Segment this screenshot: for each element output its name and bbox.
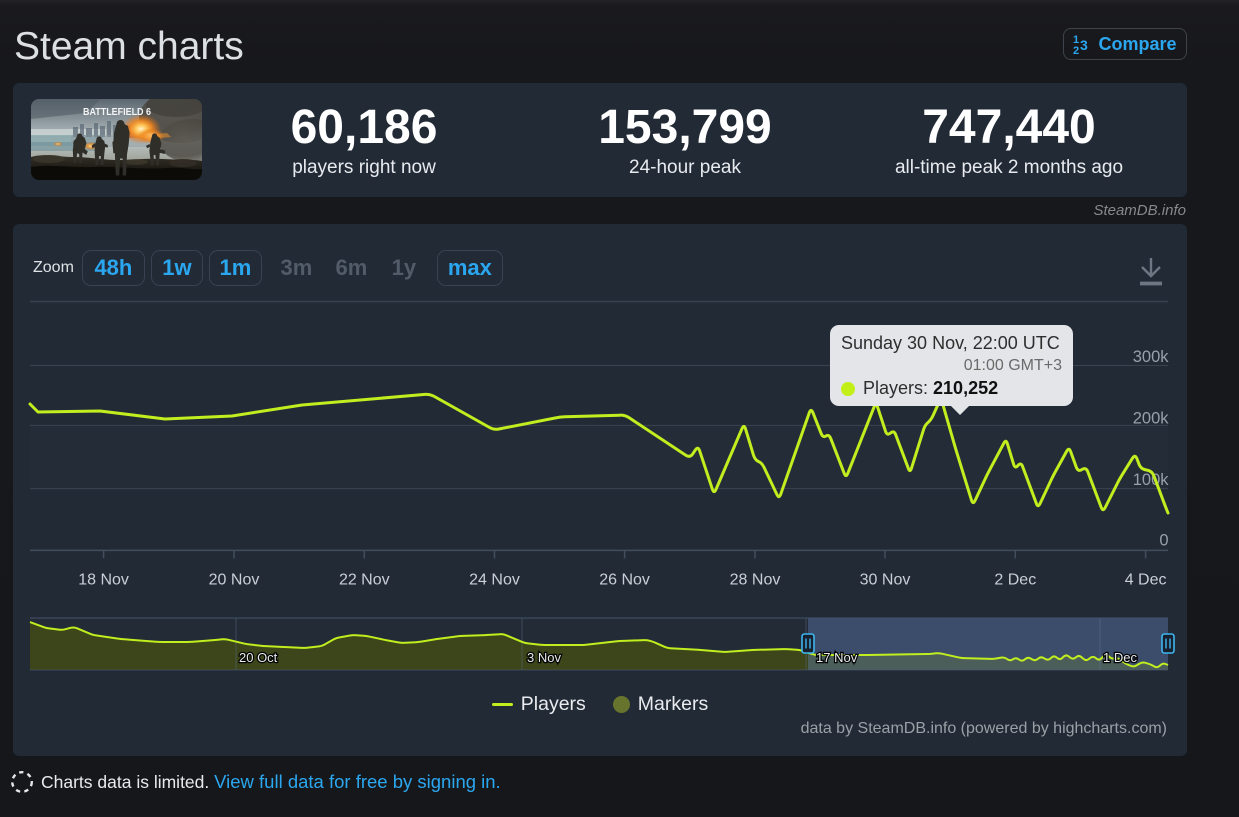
svg-text:1: 1 (1073, 34, 1079, 46)
svg-text:BATTLEFIELD 6: BATTLEFIELD 6 (83, 106, 151, 118)
svg-text:0: 0 (1159, 532, 1168, 550)
svg-text:3: 3 (1080, 37, 1088, 53)
svg-text:24 Nov: 24 Nov (469, 572, 520, 589)
svg-text:300k: 300k (1133, 348, 1170, 366)
svg-text:100k: 100k (1133, 471, 1170, 489)
svg-text:3 Nov: 3 Nov (527, 650, 561, 665)
svg-text:22 Nov: 22 Nov (339, 572, 390, 589)
svg-text:17 Nov: 17 Nov (816, 650, 858, 665)
svg-text:28 Nov: 28 Nov (730, 572, 781, 589)
svg-text:1 Dec: 1 Dec (1103, 650, 1137, 665)
svg-text:200k: 200k (1133, 410, 1170, 428)
svg-text:20 Nov: 20 Nov (209, 572, 260, 589)
svg-text:4 Dec: 4 Dec (1125, 572, 1167, 589)
svg-text:2 Dec: 2 Dec (994, 572, 1036, 589)
svg-text:2: 2 (1073, 45, 1079, 55)
svg-text:20 Oct: 20 Oct (239, 650, 278, 665)
svg-text:26 Nov: 26 Nov (599, 572, 650, 589)
svg-text:18 Nov: 18 Nov (78, 572, 129, 589)
svg-text:30 Nov: 30 Nov (860, 572, 911, 589)
